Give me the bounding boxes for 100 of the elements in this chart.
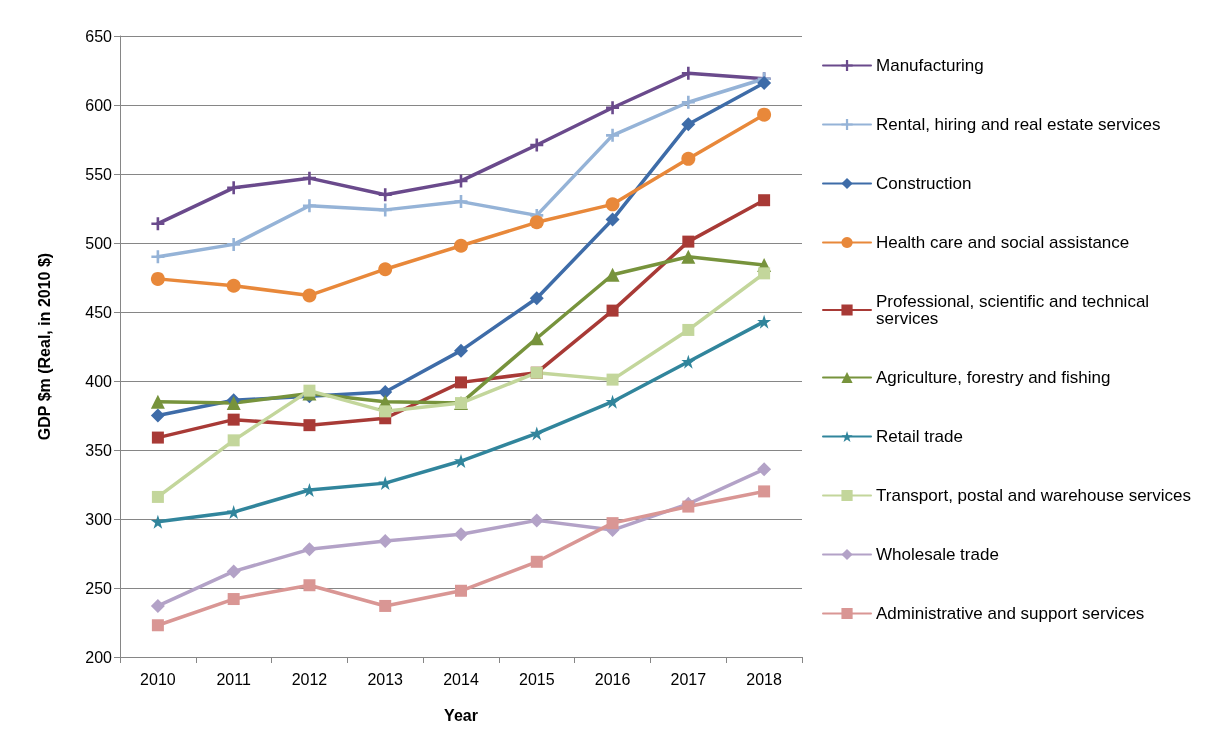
point: [529, 513, 544, 528]
point: [758, 485, 771, 498]
point: [151, 619, 164, 632]
point: [606, 517, 619, 530]
point: [682, 323, 695, 336]
point: [150, 394, 165, 409]
point: [379, 405, 392, 418]
point: [681, 117, 696, 132]
point: [454, 238, 468, 253]
point: [529, 291, 544, 306]
point: [151, 217, 165, 231]
point: [757, 314, 772, 329]
point: [530, 138, 544, 152]
x-tick-label: 2016: [594, 670, 631, 688]
point: [529, 426, 544, 441]
point: [682, 500, 695, 513]
point: [302, 288, 317, 303]
point: [150, 271, 165, 286]
legend-label: Health care and social assistance: [876, 233, 1130, 252]
point: [681, 151, 696, 166]
y-axis-title: GDP $m (Real, in 2010 $): [35, 252, 53, 441]
point: [302, 542, 317, 557]
y-tick-label: 500: [85, 234, 113, 252]
point: [454, 527, 468, 542]
point: [454, 454, 468, 469]
point: [606, 128, 620, 142]
point: [303, 384, 316, 397]
point: [529, 331, 544, 346]
y-tick-label: 250: [85, 579, 113, 597]
point: [226, 505, 241, 520]
y-tick-label: 300: [85, 510, 113, 528]
x-tick-label: 2012: [291, 670, 328, 688]
legend-label: Rental, hiring and real estate services: [876, 115, 1161, 134]
y-tick-label: 600: [85, 96, 113, 114]
point: [530, 555, 543, 568]
point: [227, 434, 240, 447]
point: [606, 304, 619, 317]
point: [378, 262, 393, 277]
x-tick-label: 2014: [443, 670, 479, 688]
x-tick-label: 2017: [670, 670, 707, 688]
point: [757, 107, 772, 122]
point: [303, 419, 316, 432]
x-tick-label: 2018: [746, 670, 783, 688]
y-tick-label: 550: [85, 165, 113, 183]
point: [378, 385, 393, 400]
point: [151, 490, 164, 503]
point: [150, 598, 165, 613]
point: [757, 75, 772, 90]
point: [303, 579, 316, 592]
point: [757, 462, 772, 477]
point: [227, 181, 241, 195]
legend-label: Construction: [876, 174, 972, 193]
y-tick-label: 200: [85, 648, 113, 666]
point: [605, 267, 620, 282]
y-tick-label: 450: [85, 303, 113, 321]
point: [227, 237, 241, 251]
point: [606, 373, 619, 386]
x-axis-title: Year: [444, 706, 478, 724]
point: [758, 267, 771, 280]
point: [681, 354, 696, 369]
y-tick-label: 400: [85, 372, 113, 390]
x-tick-label: 2013: [367, 670, 404, 688]
legend-label: Agriculture, forestry and fishing: [876, 368, 1111, 387]
point: [378, 188, 392, 202]
point: [454, 195, 468, 209]
x-tick-label: 2011: [216, 670, 251, 688]
point: [150, 408, 165, 423]
point: [227, 413, 240, 426]
x-tick-label: 2015: [518, 670, 555, 688]
point: [758, 194, 771, 207]
point: [605, 197, 620, 212]
point: [151, 250, 165, 264]
point: [606, 101, 620, 115]
y-tick-label: 650: [85, 27, 113, 45]
point: [227, 593, 240, 606]
y-tick-label: 350: [85, 441, 113, 459]
legend-label: Wholesale trade: [876, 545, 999, 564]
legend-label: Professional, scientific and technical services: [876, 292, 1154, 328]
point: [226, 564, 241, 579]
legend-label: Manufacturing: [876, 56, 984, 75]
point: [455, 584, 467, 597]
point: [302, 171, 316, 185]
point: [379, 599, 392, 612]
point: [454, 343, 468, 358]
x-tick-label: 2010: [140, 670, 176, 688]
point: [605, 394, 620, 409]
point: [150, 514, 165, 529]
point: [605, 212, 620, 227]
point: [681, 249, 696, 264]
legend-label: Retail trade: [876, 427, 963, 446]
point: [378, 534, 393, 549]
point: [529, 215, 544, 230]
point: [682, 235, 695, 248]
point: [455, 376, 467, 389]
point: [302, 199, 316, 213]
point: [378, 203, 392, 217]
point: [151, 431, 164, 444]
legend-label: Administrative and support services: [876, 604, 1145, 623]
point: [681, 95, 695, 109]
legend-label: Transport, postal and warehouse services: [876, 486, 1192, 505]
